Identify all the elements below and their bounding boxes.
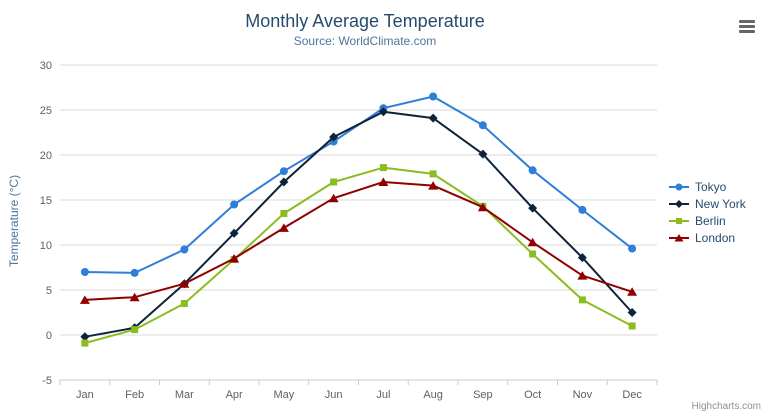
series-marker-berlin[interactable] xyxy=(379,164,387,172)
series-marker-london[interactable] xyxy=(229,254,240,263)
legend-marker-tokyo[interactable] xyxy=(675,183,683,190)
legend-item-london[interactable]: London xyxy=(668,229,746,246)
y-axis-label: 25 xyxy=(40,105,52,117)
series-marker-tokyo[interactable] xyxy=(528,166,537,175)
series-marker-tokyo[interactable] xyxy=(429,92,438,101)
series-marker-london[interactable] xyxy=(179,279,190,288)
series-line-new-york[interactable] xyxy=(84,110,633,338)
x-axis-label: May xyxy=(273,389,294,401)
series-marker-london[interactable] xyxy=(328,193,339,203)
legend-glyph-tokyo xyxy=(669,183,689,190)
export-menu-bar xyxy=(739,20,755,23)
series-marker-new-york[interactable] xyxy=(528,203,538,213)
credits-link[interactable]: Highcharts.com xyxy=(691,401,761,412)
series-marker-tokyo[interactable] xyxy=(80,268,89,276)
y-axis-label: 30 xyxy=(40,60,52,72)
legend-glyph-new-york xyxy=(669,199,689,208)
x-axis-label: Jan xyxy=(76,389,94,401)
legend-label-london: London xyxy=(695,230,736,245)
legend-glyph-berlin xyxy=(669,217,689,224)
series-marker-berlin[interactable] xyxy=(578,296,586,304)
x-axis-label: Mar xyxy=(175,389,194,401)
x-axis-label: Jul xyxy=(376,389,390,401)
legend-item-tokyo[interactable]: Tokyo xyxy=(668,178,746,195)
series-marker-london[interactable] xyxy=(378,177,389,187)
export-menu-bar xyxy=(739,25,755,28)
legend-label-tokyo: Tokyo xyxy=(695,179,727,194)
series-marker-berlin[interactable] xyxy=(180,300,188,307)
x-axis-label: Jun xyxy=(325,389,343,401)
series-marker-london[interactable] xyxy=(627,287,638,296)
series-marker-new-york[interactable] xyxy=(627,308,637,317)
legend-marker-london[interactable] xyxy=(674,233,684,242)
legend: Tokyo New York Berlin London xyxy=(668,178,746,246)
series-marker-new-york[interactable] xyxy=(478,149,488,159)
series-marker-new-york[interactable] xyxy=(229,228,239,238)
series-marker-tokyo[interactable] xyxy=(478,121,487,130)
series-marker-berlin[interactable] xyxy=(429,170,437,178)
export-menu-icon[interactable] xyxy=(739,20,755,35)
series-marker-london[interactable] xyxy=(577,271,588,280)
x-axis-label: Apr xyxy=(226,389,243,401)
legend-marker-new-york[interactable] xyxy=(675,199,683,208)
series-marker-new-york[interactable] xyxy=(378,107,388,117)
y-axis-label: 10 xyxy=(40,240,52,252)
series-marker-london[interactable] xyxy=(428,181,439,190)
series-marker-tokyo[interactable] xyxy=(230,200,239,209)
series-marker-new-york[interactable] xyxy=(329,132,339,142)
legend-item-new-york[interactable]: New York xyxy=(668,195,746,212)
series-marker-new-york[interactable] xyxy=(279,177,289,187)
x-axis-label: Oct xyxy=(524,389,541,401)
series-marker-berlin[interactable] xyxy=(131,326,139,334)
series-marker-london[interactable] xyxy=(527,237,538,247)
legend-marker-berlin[interactable] xyxy=(676,217,682,224)
series-marker-tokyo[interactable] xyxy=(130,268,139,277)
series-marker-london[interactable] xyxy=(129,292,140,302)
series-marker-london[interactable] xyxy=(477,202,488,212)
y-axis-label: 15 xyxy=(40,195,52,207)
series-line-berlin[interactable] xyxy=(84,166,633,345)
x-axis-label: Nov xyxy=(573,389,593,401)
series-line-tokyo[interactable] xyxy=(84,95,633,274)
export-menu-bar xyxy=(739,30,755,33)
legend-item-berlin[interactable]: Berlin xyxy=(668,212,746,229)
series-marker-berlin[interactable] xyxy=(628,322,636,330)
series-marker-tokyo[interactable] xyxy=(578,205,587,214)
series-marker-london[interactable] xyxy=(278,223,289,232)
series-marker-berlin[interactable] xyxy=(280,210,288,217)
legend-glyph-london xyxy=(669,233,689,242)
series-marker-london[interactable] xyxy=(79,295,90,304)
y-axis-label: 20 xyxy=(40,150,52,162)
series-marker-berlin[interactable] xyxy=(81,339,89,347)
x-axis-label: Aug xyxy=(423,389,443,401)
y-axis-label: 5 xyxy=(46,285,52,297)
legend-label-new-york: New York xyxy=(695,196,746,211)
x-axis-label: Sep xyxy=(473,389,493,401)
series-marker-new-york[interactable] xyxy=(577,253,587,263)
series-marker-tokyo[interactable] xyxy=(180,245,189,254)
y-axis-label: -5 xyxy=(42,375,52,387)
legend-label-berlin: Berlin xyxy=(695,213,726,228)
y-axis-label: 0 xyxy=(46,330,52,342)
chart-subtitle: Source: WorldClimate.com xyxy=(293,34,437,48)
chart-title: Monthly Average Temperature xyxy=(245,11,485,31)
series-marker-berlin[interactable] xyxy=(529,250,537,258)
x-axis-label: Feb xyxy=(125,389,144,401)
series-marker-tokyo[interactable] xyxy=(279,167,288,176)
series-marker-new-york[interactable] xyxy=(80,332,90,342)
series-marker-tokyo[interactable] xyxy=(628,244,637,253)
x-axis-label: Dec xyxy=(622,389,642,401)
series-line-london[interactable] xyxy=(84,181,633,301)
series-marker-new-york[interactable] xyxy=(428,113,438,123)
series-marker-berlin[interactable] xyxy=(330,178,338,186)
